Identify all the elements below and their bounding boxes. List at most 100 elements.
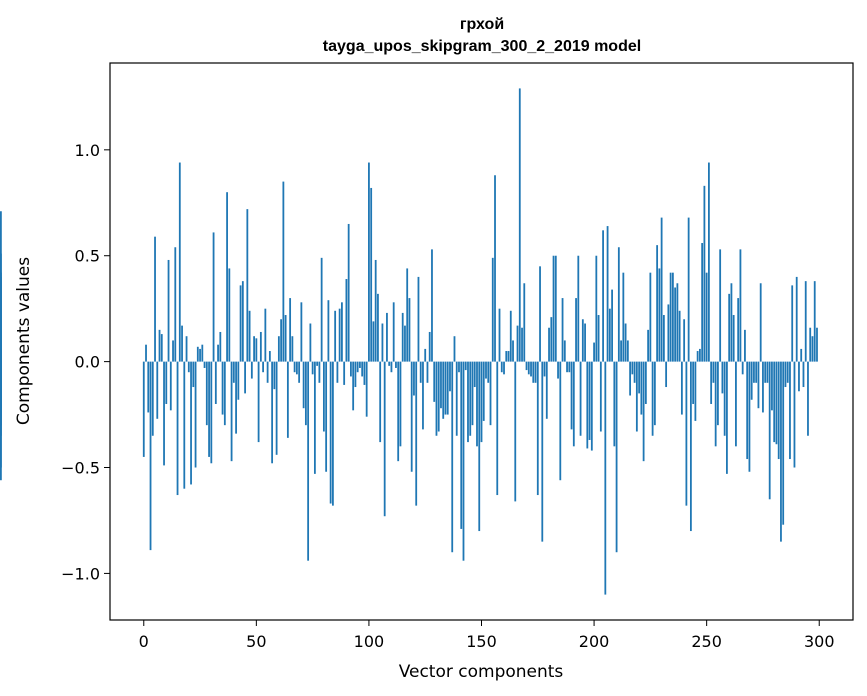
bar-193 bbox=[577, 255, 580, 362]
bar-24 bbox=[196, 346, 199, 362]
bar-39 bbox=[230, 361, 233, 462]
y-tick-label: 1.0 bbox=[75, 141, 100, 160]
bar-58 bbox=[273, 361, 276, 390]
bar-87 bbox=[338, 308, 341, 362]
bar-121 bbox=[415, 361, 418, 506]
bar-180 bbox=[548, 327, 550, 362]
bar-271 bbox=[753, 361, 755, 383]
bar-266 bbox=[741, 361, 744, 375]
bar-108 bbox=[386, 312, 388, 362]
bar-52 bbox=[259, 331, 262, 362]
bar-186 bbox=[561, 298, 564, 362]
bar-206 bbox=[606, 226, 609, 362]
bar-95 bbox=[356, 361, 359, 373]
bar-15 bbox=[176, 361, 179, 496]
bar-236 bbox=[674, 287, 677, 362]
bar-156 bbox=[494, 175, 496, 362]
bar-128 bbox=[431, 249, 433, 362]
bar-109 bbox=[388, 361, 391, 366]
x-tick-label: 50 bbox=[246, 632, 266, 651]
chart-title: грхой bbox=[460, 16, 504, 33]
bar-144 bbox=[467, 361, 469, 443]
bar-146 bbox=[471, 361, 474, 426]
bar-247 bbox=[699, 348, 701, 362]
bar-26 bbox=[201, 344, 204, 362]
bar-227 bbox=[653, 361, 656, 426]
x-tick-label: 100 bbox=[354, 632, 385, 651]
bar-96 bbox=[359, 361, 361, 368]
bar-201 bbox=[595, 255, 598, 362]
bar-22 bbox=[192, 361, 195, 388]
bar-30 bbox=[210, 361, 213, 464]
bar-40 bbox=[232, 361, 235, 383]
bar-119 bbox=[410, 361, 413, 472]
bar-178 bbox=[543, 361, 546, 377]
bar-84 bbox=[332, 361, 334, 506]
bar-139 bbox=[455, 361, 458, 436]
bar-269 bbox=[748, 361, 751, 472]
bar-99 bbox=[365, 361, 368, 417]
bar-65 bbox=[289, 298, 292, 362]
bar-284 bbox=[782, 361, 785, 525]
bar-68 bbox=[295, 361, 298, 375]
bar-243 bbox=[689, 361, 692, 532]
bar-124 bbox=[422, 361, 424, 430]
bar-276 bbox=[764, 361, 767, 383]
bar-159 bbox=[500, 361, 503, 373]
bar-3 bbox=[149, 361, 152, 551]
x-axis-ticks: 0 50 100 150 200 250 300 bbox=[139, 620, 835, 651]
x-axis-label: Vector components bbox=[399, 662, 564, 682]
bar-291 bbox=[798, 361, 800, 392]
bar-252 bbox=[710, 361, 713, 404]
bar-283 bbox=[780, 361, 782, 542]
bar-62 bbox=[282, 181, 285, 362]
bar-173 bbox=[532, 361, 535, 383]
bar-211 bbox=[617, 247, 620, 362]
bar-297 bbox=[811, 336, 814, 362]
bar-238 bbox=[678, 310, 681, 362]
bar-50 bbox=[255, 338, 258, 362]
bar-217 bbox=[631, 361, 634, 375]
bar-136 bbox=[449, 361, 451, 392]
bar-101 bbox=[370, 187, 373, 362]
bar-294 bbox=[804, 281, 807, 362]
bar-234 bbox=[669, 272, 672, 362]
bar-112 bbox=[395, 361, 397, 368]
bar-272 bbox=[755, 361, 758, 383]
bar-224 bbox=[647, 329, 650, 362]
bar-67 bbox=[293, 361, 296, 373]
bar-75 bbox=[311, 361, 314, 375]
bar-210 bbox=[615, 361, 618, 553]
bar-170 bbox=[525, 361, 528, 371]
bar-71 bbox=[302, 361, 305, 409]
bar-225 bbox=[649, 272, 652, 362]
bar-278 bbox=[768, 361, 771, 500]
bar-175 bbox=[536, 361, 539, 496]
x-tick-label: 150 bbox=[466, 632, 497, 651]
bar-219 bbox=[635, 361, 638, 432]
bar-49 bbox=[253, 336, 255, 362]
bar-298 bbox=[813, 281, 816, 362]
bar-100 bbox=[368, 162, 370, 362]
bar-55 bbox=[266, 361, 269, 383]
bar-90 bbox=[345, 279, 348, 362]
bar-192 bbox=[575, 298, 577, 362]
bar-28 bbox=[205, 361, 208, 426]
bar-104 bbox=[377, 293, 379, 362]
bar-10 bbox=[165, 361, 168, 404]
bar-172 bbox=[530, 361, 532, 377]
bar-246 bbox=[696, 351, 699, 362]
bar-194 bbox=[579, 361, 582, 436]
bar-81 bbox=[325, 361, 328, 472]
bar-45 bbox=[244, 361, 246, 394]
bar-138 bbox=[453, 336, 456, 362]
bar-268 bbox=[746, 361, 749, 460]
y-tick-label: −0.5 bbox=[61, 459, 100, 478]
bar-195 bbox=[581, 319, 584, 362]
bar-78 bbox=[318, 361, 321, 383]
bar-82 bbox=[327, 300, 330, 362]
bar-151 bbox=[482, 361, 485, 421]
bar-248 bbox=[701, 243, 704, 362]
bar-177 bbox=[541, 361, 544, 542]
bar-275 bbox=[762, 361, 764, 413]
